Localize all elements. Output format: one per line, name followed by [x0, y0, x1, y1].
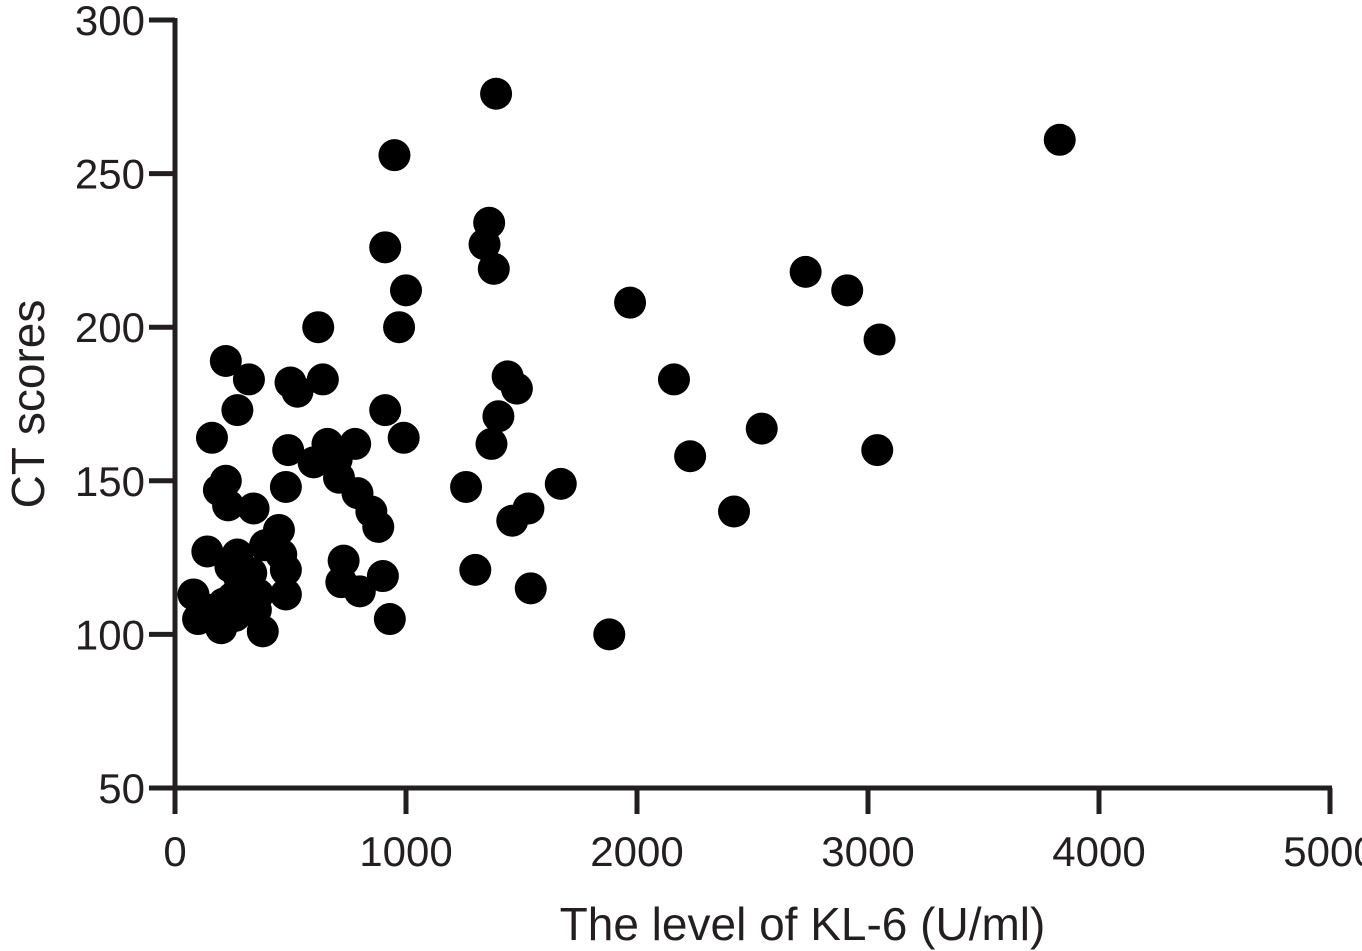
data-point: [473, 206, 506, 239]
data-point: [339, 427, 372, 460]
data-point: [459, 553, 492, 586]
data-point: [306, 363, 339, 396]
data-point: [237, 492, 270, 525]
data-point: [269, 553, 302, 586]
x-tick-label: 5000: [1283, 828, 1362, 875]
data-point: [390, 274, 422, 307]
data-point: [378, 139, 411, 172]
data-point: [209, 344, 242, 377]
x-tick-label: 4000: [1052, 828, 1145, 875]
data-point: [269, 578, 302, 611]
data-point: [1043, 123, 1076, 156]
data-point: [369, 231, 402, 264]
data-point: [383, 311, 416, 344]
data-point: [262, 513, 295, 546]
x-tick-label: 3000: [821, 828, 914, 875]
ticks: 50100150200250300010002000300040005000: [75, 0, 1362, 875]
data-point: [221, 394, 254, 427]
data-point: [191, 535, 224, 568]
data-point: [861, 434, 894, 467]
data-point: [362, 510, 395, 543]
data-point: [544, 467, 577, 500]
data-point: [242, 578, 275, 611]
data-point: [246, 615, 279, 648]
data-point: [269, 470, 302, 503]
data-point: [718, 495, 751, 528]
y-axis-title: CT scores: [2, 300, 54, 509]
x-tick-label: 1000: [359, 828, 452, 875]
data-point: [657, 363, 690, 396]
data-point: [789, 255, 822, 288]
data-point: [512, 492, 545, 525]
data-points: [177, 77, 1076, 651]
data-point: [343, 575, 376, 608]
data-point: [272, 434, 305, 467]
data-point: [674, 440, 707, 473]
data-point: [450, 470, 483, 503]
data-point: [366, 560, 399, 593]
data-point: [614, 286, 647, 319]
y-tick-label: 300: [75, 0, 145, 44]
data-point: [369, 394, 402, 427]
data-point: [373, 603, 406, 636]
data-point: [212, 489, 245, 522]
y-tick-label: 100: [75, 611, 145, 658]
data-point: [831, 274, 864, 307]
data-point: [482, 400, 515, 433]
data-point: [745, 412, 778, 445]
x-tick-label: 2000: [590, 828, 683, 875]
data-point: [477, 252, 510, 285]
data-point: [593, 618, 626, 651]
y-tick-label: 150: [75, 458, 145, 505]
data-point: [281, 375, 314, 408]
data-point: [209, 464, 242, 497]
data-point: [327, 544, 360, 577]
axes: [172, 18, 1332, 791]
data-point: [480, 77, 513, 110]
y-tick-label: 200: [75, 304, 145, 351]
data-point: [500, 372, 533, 405]
y-tick-label: 250: [75, 151, 145, 198]
data-point: [387, 421, 420, 454]
data-point: [302, 311, 335, 344]
data-point: [863, 323, 896, 356]
data-point: [232, 363, 265, 396]
data-point: [475, 427, 508, 460]
data-point: [514, 572, 547, 605]
data-point: [195, 421, 228, 454]
y-tick-label: 50: [98, 765, 145, 812]
x-axis-title: The level of KL-6 (U/ml): [560, 898, 1046, 950]
x-tick-label: 0: [163, 828, 186, 875]
